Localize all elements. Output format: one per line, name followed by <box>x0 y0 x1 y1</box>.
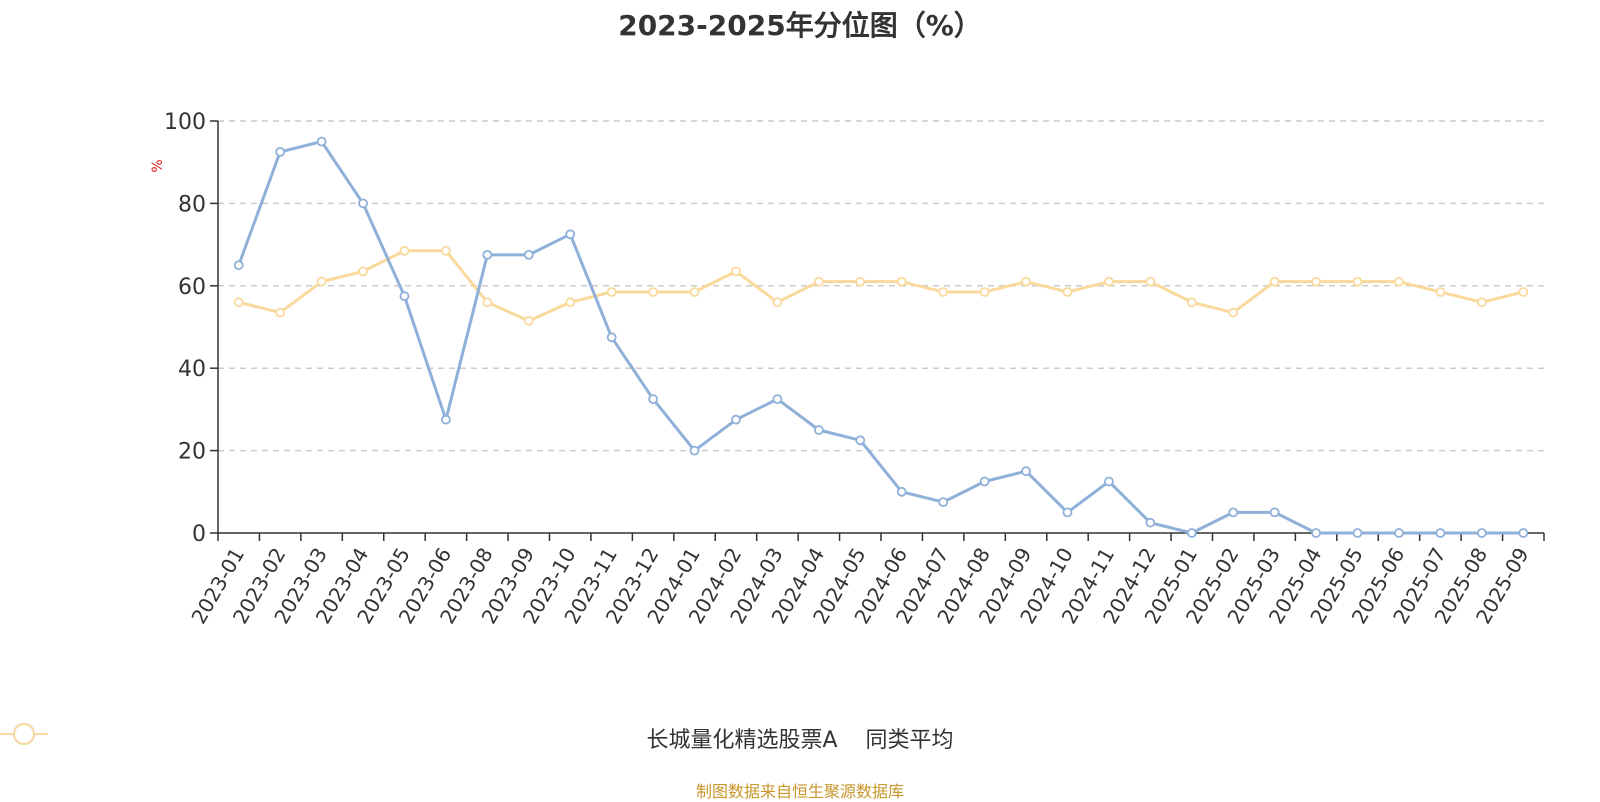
data-point-a <box>648 394 658 405</box>
data-point-a <box>1518 528 1529 538</box>
data-point-b <box>1228 307 1239 318</box>
data-point-a <box>1435 528 1446 538</box>
data-point-a <box>979 476 990 487</box>
data-point-a <box>772 394 783 405</box>
data-point-b <box>1311 276 1321 287</box>
data-point-b <box>1021 276 1031 287</box>
data-point-b <box>1394 276 1404 287</box>
data-point-b <box>358 266 368 277</box>
data-point-a <box>1104 476 1114 487</box>
data-point-b <box>523 315 534 326</box>
data-point-b <box>813 276 824 287</box>
data-point-b <box>399 245 410 256</box>
data-point-a <box>275 146 286 157</box>
legend-item-series-b[interactable]: 同类平均 <box>0 722 954 754</box>
data-point-b <box>1518 287 1529 297</box>
data-point-a <box>358 198 368 209</box>
y-tick-label: 80 <box>178 192 206 217</box>
data-point-a <box>1311 528 1321 538</box>
y-tick-label: 60 <box>178 275 206 300</box>
data-point-b <box>565 297 576 308</box>
chart-title: 2023-2025年分位图（%） <box>618 9 982 42</box>
data-point-b <box>979 287 990 297</box>
y-tick-label: 20 <box>178 440 206 465</box>
data-point-a <box>316 136 327 147</box>
data-point-b <box>772 297 783 308</box>
data-point-b <box>275 307 286 318</box>
data-point-a <box>1021 466 1031 477</box>
legend: 长城量化精选股票A 同类平均 <box>0 722 1600 754</box>
data-point-a <box>1186 528 1197 538</box>
data-point-b <box>731 266 741 277</box>
legend-swatch-series-b <box>0 723 48 745</box>
data-source-note: 制图数据来自恒生聚源数据库 <box>695 782 904 801</box>
data-point-b <box>855 276 866 287</box>
legend-item-series-a[interactable]: 长城量化精选股票A <box>0 722 838 754</box>
data-point-b <box>1435 287 1446 297</box>
data-point-a <box>606 332 617 343</box>
y-tick-label: 40 <box>178 357 206 382</box>
data-point-a <box>233 260 244 271</box>
data-point-a <box>523 249 534 260</box>
data-point-a <box>731 414 741 425</box>
data-point-b <box>606 287 617 297</box>
data-point-b <box>648 287 658 297</box>
data-point-b <box>896 276 907 287</box>
data-point-b <box>1476 297 1487 308</box>
data-point-b <box>689 287 700 297</box>
data-point-a <box>399 291 410 302</box>
series-line-a <box>237 140 1524 535</box>
data-point-a <box>1476 528 1487 538</box>
data-point-b <box>1186 297 1197 308</box>
data-point-a <box>938 497 949 508</box>
legend-label-series-a: 长城量化精选股票A <box>646 728 838 753</box>
data-point-b <box>233 297 244 308</box>
data-point-b <box>1352 276 1363 287</box>
data-point-b <box>482 297 493 308</box>
data-point-a <box>1145 517 1156 528</box>
series-line-b <box>238 249 1524 323</box>
data-point-a <box>482 249 493 260</box>
legend-label-series-b: 同类平均 <box>865 728 954 753</box>
data-point-a <box>1394 528 1404 538</box>
data-point-b <box>441 245 451 256</box>
y-tick-label: 100 <box>164 110 206 135</box>
data-point-a <box>689 445 700 456</box>
data-point-a <box>1269 507 1280 518</box>
data-point-a <box>813 425 824 435</box>
y-axis-label: % <box>150 159 166 172</box>
data-point-b <box>938 287 949 297</box>
data-point-a <box>565 229 576 240</box>
data-point-a <box>855 435 866 446</box>
data-point-b <box>316 276 327 287</box>
data-point-a <box>1062 507 1073 518</box>
data-point-a <box>441 414 451 425</box>
y-tick-label: 0 <box>192 522 206 547</box>
data-point-a <box>896 486 907 497</box>
data-point-b <box>1062 287 1073 297</box>
data-point-a <box>1228 507 1239 518</box>
data-point-b <box>1269 276 1280 287</box>
data-point-b <box>1145 276 1156 287</box>
data-point-a <box>1352 528 1363 538</box>
data-point-b <box>1104 276 1114 287</box>
